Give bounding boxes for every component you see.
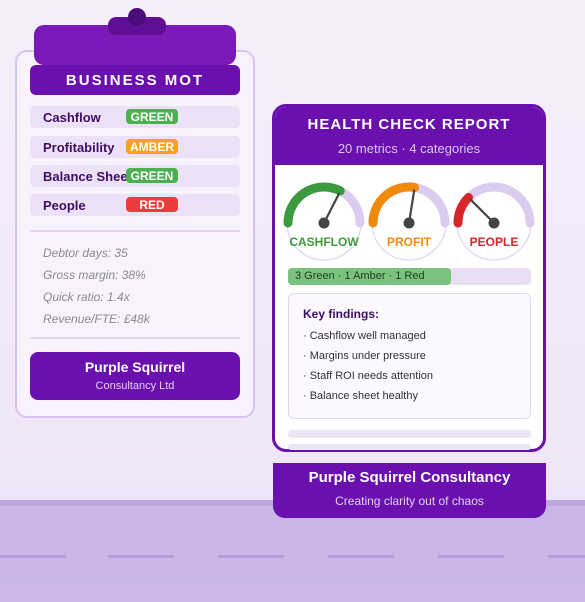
finding-item: · Margins under pressure: [303, 350, 426, 362]
mot-row-cashflow: Cashflow GREEN: [30, 106, 240, 128]
status-badge: AMBER: [126, 139, 178, 154]
stat-debtor-days: Debtor days: 35: [43, 246, 128, 260]
company-banner: Purple Squirrel Consultancy Creating cla…: [273, 463, 546, 518]
finding-item: · Balance sheet healthy: [303, 390, 418, 402]
banner-tagline: Creating clarity out of chaos: [335, 494, 484, 508]
mot-row-profitability: Profitability AMBER: [30, 136, 240, 158]
floor-line: [0, 555, 66, 558]
summary-bar: 3 Green · 1 Amber · 1 Red: [288, 268, 531, 285]
company-subtitle: Consultancy Ltd: [95, 380, 175, 392]
clipboard-knob: [128, 8, 146, 26]
placeholder-line: [288, 430, 531, 438]
gauge-label-people: PEOPLE: [469, 235, 519, 249]
mot-row-label: Profitability: [43, 140, 115, 155]
company-card: Purple Squirrel Consultancy Ltd: [30, 352, 240, 400]
divider: [30, 337, 240, 339]
status-badge: GREEN: [126, 168, 178, 183]
report-header: HEALTH CHECK REPORT 20 metrics · 4 categ…: [275, 107, 543, 165]
mot-row-label: Balance Sheet: [43, 169, 127, 184]
status-badge: GREEN: [126, 109, 178, 124]
banner-name: Purple Squirrel Consultancy: [308, 469, 511, 486]
gauge-label-profit: PROFIT: [387, 235, 431, 249]
mot-row-people: People RED: [30, 194, 240, 216]
summary-text: 3 Green · 1 Amber · 1 Red: [295, 270, 425, 282]
mot-row-label: Cashflow: [43, 110, 101, 125]
report-title: HEALTH CHECK REPORT: [307, 116, 511, 133]
placeholder-line: [288, 444, 531, 450]
findings-title: Key findings:: [303, 307, 380, 321]
floor-line: [328, 555, 394, 558]
finding-item: · Cashflow well managed: [303, 330, 426, 342]
key-findings: Key findings: · Cashflow well managed · …: [288, 293, 531, 419]
mot-row-balance-sheet: Balance Sheet GREEN: [30, 165, 240, 187]
finding-item: · Staff ROI needs attention: [303, 370, 434, 382]
floor-line: [548, 555, 585, 558]
report-subtitle: 20 metrics · 4 categories: [337, 141, 481, 156]
stat-revenue-fte: Revenue/FTE: £48k: [43, 312, 150, 326]
summary-bar-fill: [288, 268, 451, 285]
floor-line: [438, 555, 504, 558]
status-badge: RED: [126, 197, 178, 212]
mot-title: BUSINESS MOT: [30, 65, 240, 95]
floor-line: [108, 555, 174, 558]
gauge-label-cashflow: CASHFLOW: [289, 235, 359, 249]
divider: [30, 230, 240, 232]
company-name: Purple Squirrel: [84, 359, 186, 375]
mot-row-label: People: [43, 198, 86, 213]
clipboard-clip-tab: [108, 17, 166, 35]
stat-quick-ratio: Quick ratio: 1.4x: [43, 290, 130, 304]
floor-line: [218, 555, 284, 558]
stat-gross-margin: Gross margin: 38%: [43, 268, 146, 282]
